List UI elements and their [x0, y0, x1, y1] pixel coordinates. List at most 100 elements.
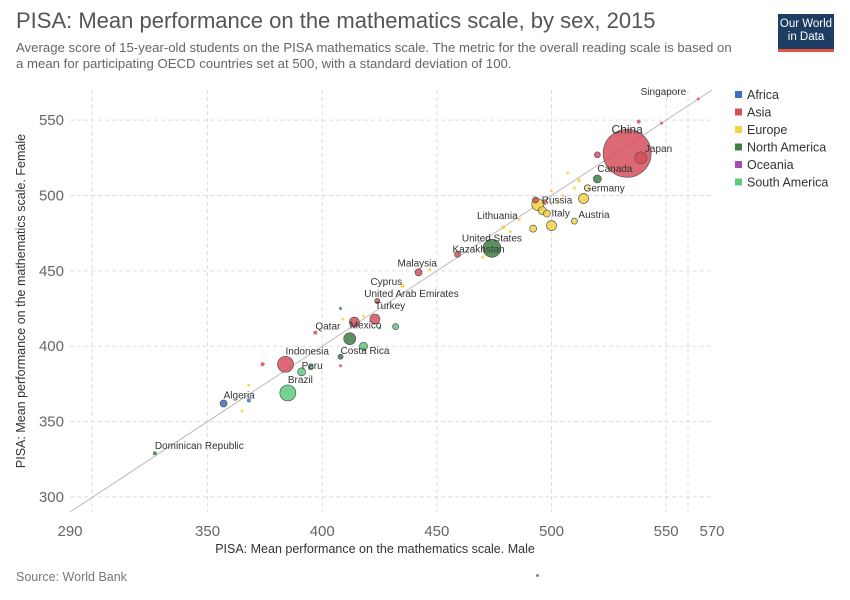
data-point[interactable]	[501, 225, 506, 230]
data-point[interactable]	[374, 298, 381, 304]
point-label: Mexico	[350, 321, 382, 332]
data-point[interactable]	[556, 200, 560, 204]
logo-line-2: in Data	[787, 31, 825, 43]
data-point[interactable]	[277, 355, 294, 373]
data-point[interactable]	[369, 313, 381, 325]
data-point[interactable]	[378, 326, 382, 330]
data-point[interactable]	[543, 209, 551, 218]
x-tick-label: 450	[424, 523, 449, 540]
data-point[interactable]	[566, 171, 570, 175]
data-point[interactable]	[571, 217, 578, 225]
data-point[interactable]	[602, 128, 652, 178]
y-tick-label: 400	[39, 338, 64, 355]
owid-logo[interactable]: Our World in Data	[778, 14, 834, 52]
chart-title: PISA: Mean performance on the mathematic…	[16, 8, 656, 33]
data-point[interactable]	[594, 151, 601, 159]
data-point[interactable]	[586, 185, 591, 190]
x-tick-label: 400	[310, 523, 335, 540]
data-point[interactable]	[532, 196, 539, 204]
data-point[interactable]	[593, 174, 602, 184]
data-point[interactable]	[550, 189, 553, 193]
point-label: Canada	[597, 164, 632, 175]
source-note: Source: World Bank	[16, 570, 127, 584]
data-point[interactable]	[696, 97, 700, 101]
legend-label[interactable]: Asia	[747, 106, 771, 120]
data-point[interactable]	[361, 314, 365, 318]
legend[interactable]: Africa Asia Europe North America Oceania Sout…	[735, 88, 828, 190]
point-label: Lithuania	[477, 211, 518, 222]
data-point[interactable]	[400, 283, 405, 288]
point-label: Singapore	[641, 87, 687, 98]
data-point[interactable]	[428, 267, 432, 271]
axes: 300 350 400 450 500 550 290 350 400 450 500 550 570	[39, 112, 725, 540]
point-label: Austria	[578, 210, 610, 221]
data-point[interactable]	[634, 151, 648, 165]
legend-label[interactable]: North America	[747, 141, 826, 155]
point-label: Brazil	[288, 375, 313, 386]
data-point[interactable]	[572, 186, 576, 190]
legend-label[interactable]: Africa	[747, 88, 779, 102]
data-point[interactable]	[546, 220, 557, 231]
data-point[interactable]	[482, 238, 502, 258]
data-point[interactable]	[578, 193, 589, 204]
data-point[interactable]	[392, 323, 399, 330]
legend-swatch[interactable]	[735, 108, 742, 116]
data-point[interactable]	[542, 201, 547, 206]
data-point[interactable]	[260, 362, 265, 367]
y-tick-label: 350	[39, 414, 64, 431]
legend-label[interactable]: South America	[747, 176, 828, 190]
point-label: Italy	[552, 209, 570, 220]
data-point[interactable]	[240, 409, 244, 413]
data-point[interactable]	[219, 399, 228, 408]
data-point[interactable]	[529, 224, 538, 233]
point-label: Costa Rica	[341, 346, 390, 357]
legend-label[interactable]: Europe	[747, 123, 787, 137]
data-point[interactable]	[359, 341, 368, 351]
y-tick-label: 300	[39, 489, 64, 506]
data-point[interactable]	[348, 316, 360, 328]
legend-swatch[interactable]	[735, 126, 742, 133]
point-label: United States	[462, 233, 522, 244]
point-label: Peru	[302, 361, 323, 372]
data-point[interactable]	[152, 451, 157, 456]
legend-swatch[interactable]	[735, 161, 742, 168]
data-point[interactable]	[414, 268, 423, 277]
data-point[interactable]	[339, 364, 343, 368]
point-label: China	[611, 122, 643, 136]
data-point[interactable]	[247, 383, 251, 387]
legend-swatch[interactable]	[735, 178, 742, 186]
data-point[interactable]	[341, 317, 345, 321]
data-point[interactable]	[337, 353, 344, 360]
point-label: Kazakhstan	[452, 244, 504, 255]
y-tick-label: 500	[39, 188, 64, 205]
x-tick-label: 550	[654, 523, 679, 540]
legend-label[interactable]: Oceania	[747, 158, 794, 172]
data-point[interactable]	[481, 255, 485, 259]
data-point[interactable]	[339, 307, 343, 311]
point-label: Qatar	[315, 322, 341, 333]
point-label: Russia	[542, 196, 573, 207]
legend-swatch[interactable]	[735, 91, 742, 98]
data-point[interactable]	[279, 384, 297, 402]
data-point[interactable]	[343, 332, 357, 346]
data-point[interactable]	[246, 398, 251, 403]
data-point[interactable]	[636, 119, 641, 124]
y-tick-label: 550	[39, 112, 64, 129]
data-point[interactable]	[313, 330, 318, 335]
legend-swatch[interactable]	[735, 143, 742, 151]
x-axis-label: PISA: Mean performance on the mathematic…	[215, 542, 535, 556]
data-point[interactable]	[577, 178, 582, 183]
timeline-dot[interactable]	[536, 574, 539, 577]
data-point[interactable]	[454, 250, 461, 258]
point-label: Indonesia	[286, 346, 330, 357]
point-label: Turkey	[375, 301, 405, 312]
data-point[interactable]	[307, 364, 314, 371]
data-point[interactable]	[297, 367, 306, 377]
data-point[interactable]	[561, 194, 565, 197]
point-label: Malaysia	[398, 258, 438, 269]
data-point[interactable]	[660, 121, 664, 125]
data-point[interactable]	[517, 218, 521, 222]
data-point[interactable]	[508, 230, 512, 234]
